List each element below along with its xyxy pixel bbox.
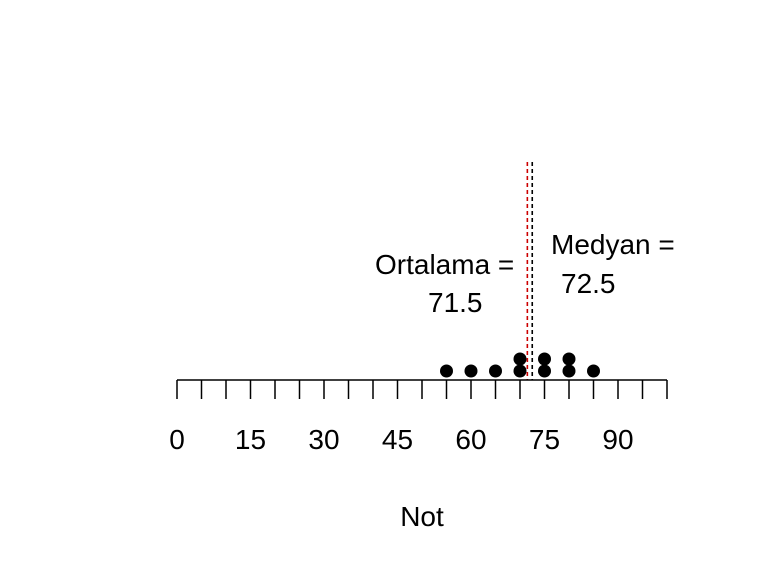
x-tick-label-15: 15 (235, 424, 266, 455)
x-axis-title: Not (400, 501, 444, 532)
dot-75-2 (538, 352, 551, 366)
dot-65-1 (489, 364, 502, 378)
dot-55-1 (440, 364, 453, 378)
x-axis-ticks (176, 380, 668, 399)
data-dots (440, 352, 600, 378)
median-value: 72.5 (561, 268, 616, 299)
dot-60-1 (464, 364, 478, 378)
x-tick-label-30: 30 (308, 424, 339, 455)
x-tick-label-60: 60 (455, 424, 486, 455)
x-tick-label-75: 75 (529, 424, 560, 455)
dot-70-2 (513, 352, 527, 366)
x-tick-label-90: 90 (602, 424, 633, 455)
mean-label: Ortalama = (375, 249, 514, 280)
dot-80-1 (562, 364, 576, 378)
median-label: Medyan = (551, 229, 675, 260)
x-tick-label-45: 45 (382, 424, 413, 455)
dot-80-2 (562, 352, 576, 366)
mean-value: 71.5 (428, 287, 483, 318)
dot-70-1 (513, 364, 527, 378)
x-tick-label-0: 0 (169, 424, 185, 455)
dot-75-1 (538, 364, 551, 378)
dot-85-1 (587, 364, 600, 378)
reference-lines (526, 162, 534, 380)
x-axis-tick-labels: 0 15 30 45 60 75 90 (169, 424, 633, 455)
